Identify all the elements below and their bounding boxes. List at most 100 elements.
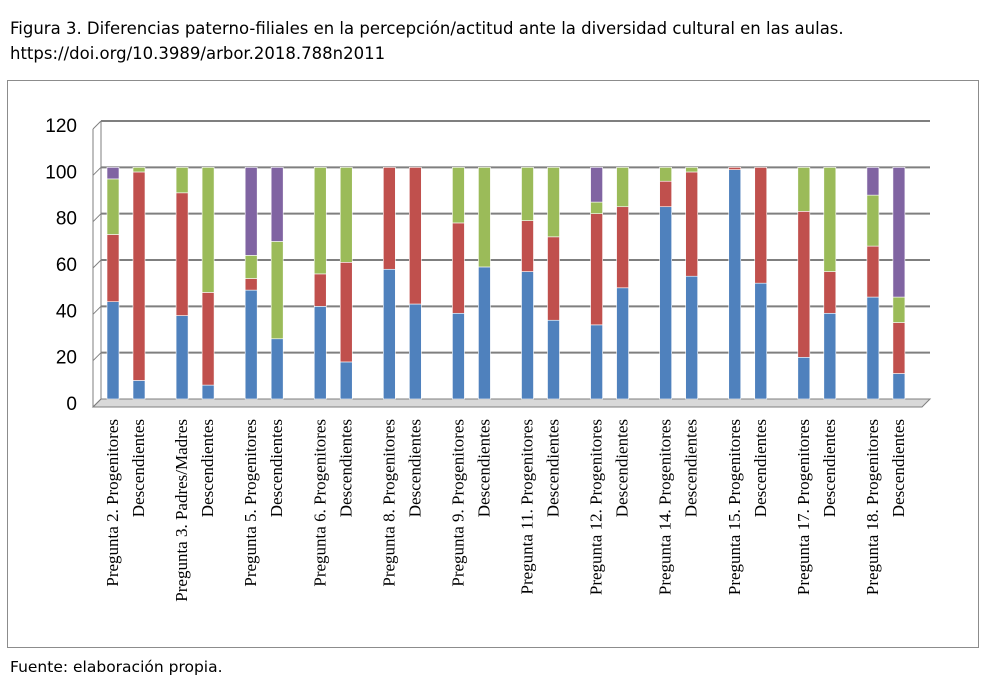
- gridline-depth: [92, 259, 102, 269]
- y-tick-label: 60: [56, 255, 77, 276]
- bar-segment: [866, 194, 880, 247]
- x-category-label: Descendientes: [820, 419, 839, 517]
- bar-segment: [201, 167, 215, 293]
- x-category-label: Pregunta 14. Progenitores: [656, 419, 675, 595]
- stacked-bar-chart: 0 20 40 60 80 100 120 Pregunta 2. Progenitores D…: [45, 116, 932, 602]
- bar-segment: [685, 171, 698, 277]
- bar-segment: [339, 262, 353, 363]
- bar-segment: [547, 236, 560, 321]
- x-category-label: Descendientes: [474, 419, 493, 517]
- y-tick-label: 20: [56, 348, 77, 369]
- x-category-label: Descendientes: [267, 419, 286, 517]
- chart-floor: [91, 398, 932, 408]
- bar-segment: [132, 171, 146, 381]
- bar-segment: [132, 380, 146, 400]
- bar-segment: [244, 255, 258, 279]
- gridline-depth: [92, 213, 102, 223]
- bar-segment: [339, 361, 353, 400]
- y-tick-label: 0: [66, 394, 77, 415]
- gridline-depth: [92, 120, 102, 130]
- figure-caption-doi: https://doi.org/10.3989/arbor.2018.788n2…: [10, 44, 386, 63]
- x-category-label: Descendientes: [613, 419, 632, 517]
- bar-segment: [547, 319, 560, 400]
- bar-segment: [659, 167, 672, 182]
- gridline-depth: [92, 166, 102, 176]
- gridline-depth: [92, 398, 102, 408]
- bar-segment: [409, 303, 422, 400]
- bar-segment: [313, 306, 327, 400]
- bar-segment: [521, 220, 534, 272]
- x-category-label: Pregunta 5. Progenitores: [241, 419, 260, 587]
- bar-segment: [106, 301, 120, 400]
- bar-segment: [892, 322, 906, 374]
- bar-segment: [728, 169, 742, 400]
- bar-segment: [452, 167, 465, 224]
- bar-segment: [728, 167, 742, 170]
- bar-segment: [452, 312, 465, 400]
- bar-segment: [547, 167, 560, 238]
- bar-segment: [244, 289, 258, 400]
- bar-segment: [339, 167, 353, 263]
- bar-segment: [685, 167, 698, 173]
- x-category-label: Descendientes: [544, 419, 563, 517]
- bar-segment: [106, 234, 120, 302]
- bar-segment: [892, 167, 906, 298]
- bar-segment: [659, 180, 672, 208]
- bar-segment: [892, 296, 906, 323]
- bar-segment: [823, 167, 837, 272]
- x-category-label: Pregunta 15. Progenitores: [725, 419, 744, 595]
- bar-segment: [823, 271, 837, 314]
- bar-segment: [590, 324, 603, 400]
- bar-segment: [754, 282, 768, 400]
- x-category-label: Descendientes: [336, 419, 355, 517]
- x-category-label: Descendientes: [129, 419, 148, 517]
- source-note: Fuente: elaboración propia.: [10, 658, 223, 676]
- gridline-depth: [92, 305, 102, 315]
- bar-segment: [823, 312, 837, 400]
- bar-segment: [175, 315, 189, 400]
- bar-segment: [270, 338, 284, 400]
- bar-segment: [797, 211, 811, 358]
- y-tick-label: 120: [45, 116, 77, 137]
- bar-segment: [478, 266, 491, 400]
- bar-segment: [313, 167, 327, 275]
- bar-segment: [313, 273, 327, 307]
- bar-segment: [754, 167, 768, 284]
- bar-segment: [452, 222, 465, 314]
- bar-segment: [866, 245, 880, 298]
- bar-segment: [383, 268, 396, 400]
- bar-segment: [866, 167, 880, 196]
- x-category-label: Pregunta 17. Progenitores: [794, 419, 813, 595]
- bar-segment: [175, 167, 189, 194]
- bar-segment: [590, 201, 603, 214]
- bar-segment: [797, 356, 811, 400]
- bar-segment: [892, 373, 906, 400]
- x-category-label: Descendientes: [751, 419, 770, 517]
- bar-segment: [616, 206, 629, 289]
- bar-segment: [685, 275, 698, 400]
- y-tick-label: 40: [56, 301, 77, 322]
- bar-segment: [521, 167, 534, 221]
- x-category-label: Pregunta 6. Progenitores: [310, 419, 329, 587]
- bar-segment: [106, 178, 120, 235]
- bar-segment: [244, 167, 258, 256]
- x-category-label: Pregunta 3. Padres/Madres: [172, 419, 191, 602]
- bar-segment: [616, 287, 629, 400]
- bar-segment: [409, 167, 422, 305]
- gridline-depth: [92, 352, 102, 362]
- bar-segment: [866, 296, 880, 400]
- x-category-label: Pregunta 12. Progenitores: [587, 419, 606, 595]
- x-category-label: Descendientes: [405, 419, 424, 517]
- bar-segment: [270, 167, 284, 242]
- bar-segment: [270, 241, 284, 340]
- x-category-label: Descendientes: [198, 419, 217, 517]
- bar-segment: [201, 292, 215, 386]
- x-category-label: Pregunta 18. Progenitores: [863, 419, 882, 595]
- x-category-label: Pregunta 8. Progenitores: [379, 419, 398, 587]
- y-tick-label: 100: [45, 162, 77, 183]
- bar-segment: [797, 167, 811, 212]
- bar-segment: [521, 271, 534, 400]
- bar-segment: [244, 278, 258, 291]
- x-category-label: Descendientes: [682, 419, 701, 517]
- bar-segment: [175, 192, 189, 316]
